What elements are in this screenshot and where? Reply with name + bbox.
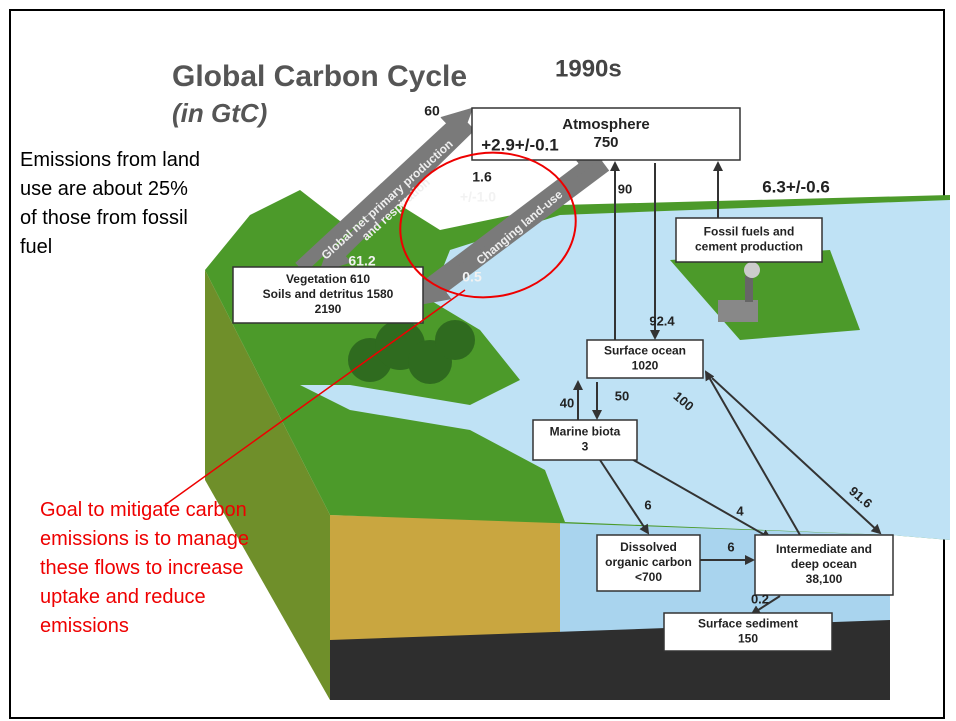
node-label: Surface sediment	[698, 617, 798, 631]
flow-label: 6	[727, 539, 734, 554]
tree	[435, 320, 475, 360]
node-label: 750	[593, 134, 618, 151]
node-label: Dissolved	[620, 540, 677, 554]
node-label: 3	[582, 440, 589, 454]
node-label: 150	[738, 632, 758, 646]
node-label: Atmosphere	[562, 116, 650, 133]
flow-label: 61.2	[348, 253, 375, 269]
flow-label: 4	[736, 503, 744, 518]
flow-label: 0.2	[751, 591, 769, 606]
node-label: cement production	[695, 240, 803, 254]
flow-label: 0.5	[462, 269, 482, 285]
flow-label: 6.3+/-0.6	[762, 177, 830, 196]
units: (in GtC)	[172, 98, 267, 128]
flow-label: +/-1.0	[460, 189, 496, 205]
node-label: Marine biota	[550, 425, 621, 439]
period: 1990s	[555, 55, 622, 82]
node-label: Surface ocean	[604, 344, 686, 358]
node-label: organic carbon	[605, 555, 692, 569]
node-label: deep ocean	[791, 557, 857, 571]
title: Global Carbon Cycle	[172, 60, 467, 93]
flow-label: 1.6	[472, 169, 492, 185]
factory-body	[718, 300, 758, 322]
node-label: Vegetation 610	[286, 272, 370, 286]
flow-label: 92.4	[649, 313, 675, 328]
flow-label: 90	[618, 181, 632, 196]
land-use-note: Emissions from land use are about 25% of…	[20, 146, 210, 262]
flow-label: 6	[644, 497, 651, 512]
slide: Global net primary productionand respira…	[0, 0, 956, 721]
node-label: Fossil fuels and	[704, 225, 795, 239]
goal-note: Goal to mitigate carbon emissions is to …	[40, 496, 285, 641]
smoke	[744, 262, 760, 278]
node-label: 1020	[632, 359, 659, 373]
node-label: <700	[635, 570, 662, 584]
flow-label: 40	[560, 395, 574, 410]
node-label: 38,100	[806, 572, 843, 586]
chimney	[745, 276, 753, 302]
node-label: Soils and detritus 1580	[263, 287, 394, 301]
node-label: Intermediate and	[776, 542, 872, 556]
node-label: 2190	[315, 302, 342, 316]
flow-label: 50	[615, 388, 629, 403]
flow-label: 60	[424, 103, 440, 119]
